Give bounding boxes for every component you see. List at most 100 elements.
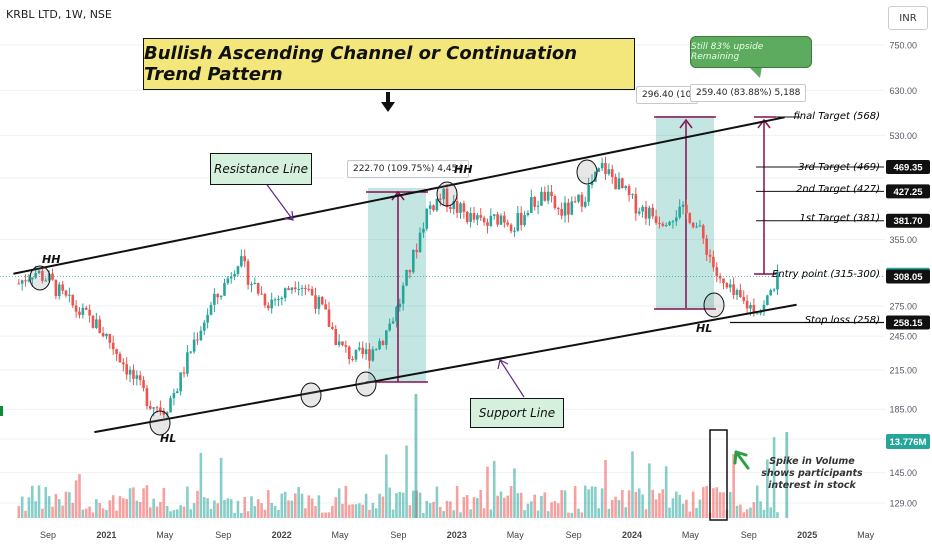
candle-body [772, 289, 776, 291]
volume-bar [162, 487, 166, 518]
volume-bar [250, 496, 253, 518]
candle-body [617, 178, 621, 190]
candle-body [327, 309, 331, 327]
candle-body [415, 249, 418, 253]
volume-bar [17, 506, 21, 518]
volume-bar [334, 497, 338, 518]
volume-bar [580, 512, 584, 518]
candle-body [44, 280, 48, 282]
price-tag: 469.35 [893, 162, 923, 173]
candle-body [530, 197, 533, 213]
candle-body [57, 284, 61, 297]
candle-body [712, 256, 715, 268]
volume-bar [91, 512, 95, 518]
candle-body [412, 249, 415, 273]
volume-bar [378, 493, 381, 518]
volume-bar [503, 497, 506, 518]
candle-body [260, 293, 263, 295]
candle-body [735, 289, 739, 295]
candle-body [30, 277, 34, 280]
price-tick-label: 750.00 [889, 41, 917, 51]
volume-bar [513, 468, 516, 518]
volume-bar [34, 501, 37, 518]
volume-bar [209, 509, 213, 518]
volume-bar [145, 485, 149, 518]
volume-bar [577, 508, 580, 518]
candle-body [273, 299, 277, 301]
volume-bar [71, 502, 75, 518]
measure-zone-2 [656, 116, 714, 309]
candle-body [226, 278, 230, 284]
volume-bar [95, 499, 98, 518]
candle-body [219, 295, 223, 298]
candle-body [755, 313, 759, 315]
candle-body [270, 299, 273, 309]
candle-body [587, 185, 590, 202]
volume-bar [766, 459, 769, 518]
volume-bar [243, 497, 247, 518]
volume-bar [435, 486, 439, 518]
candle-body [556, 208, 560, 210]
candle-body [98, 319, 102, 333]
candle-body [307, 288, 311, 290]
entry-point-label: Entry point (315-300) [771, 269, 880, 280]
volume-bar [594, 486, 597, 518]
candle-body [216, 293, 220, 298]
candle-body [624, 186, 628, 189]
channel-lines [13, 116, 797, 434]
candle-body [621, 178, 624, 189]
candle-body [152, 407, 155, 409]
candle-body [513, 230, 516, 232]
volume-bar [223, 500, 226, 518]
volume-bar [391, 509, 395, 518]
volume-bar [374, 508, 378, 518]
candle-body [644, 206, 648, 219]
volume-bar [739, 504, 742, 518]
candle-body [506, 222, 510, 225]
volume-bar [293, 493, 297, 518]
volume-bar [573, 486, 577, 518]
candle-body [51, 273, 54, 280]
candle-body [142, 380, 145, 388]
volume-bar [637, 488, 641, 518]
time-tick-label: May [507, 530, 525, 540]
candle-body [223, 283, 226, 296]
volume-bar [37, 485, 41, 518]
candle-body [455, 201, 459, 213]
volume-bar [138, 502, 142, 518]
volume-bar [722, 492, 725, 518]
candle-body [283, 288, 287, 298]
volume-bar [27, 497, 31, 518]
volume-bar [344, 485, 348, 518]
volume-bar [81, 509, 85, 518]
candle-body [492, 214, 496, 216]
price-tag-bg [886, 159, 930, 174]
candle-body [95, 319, 98, 328]
volume-bar [489, 509, 493, 518]
price-axis-bg [885, 30, 932, 550]
volume-bar [422, 512, 425, 518]
candle-body [81, 307, 85, 315]
time-tick-label: May [331, 530, 349, 540]
price-tag: 308.05 [893, 272, 923, 283]
volume-bar [24, 510, 27, 518]
time-tick-label: 2022 [272, 530, 292, 540]
candle-body [145, 387, 149, 406]
candle-body [701, 225, 705, 239]
volume-bar [533, 494, 536, 518]
candle-body [445, 188, 449, 208]
volume-bar [556, 503, 560, 518]
volume-bar [449, 501, 452, 518]
candle-body [280, 297, 284, 299]
currency-button[interactable]: INR [888, 6, 928, 30]
pivot-circle [355, 371, 377, 397]
candle-body [452, 201, 456, 210]
volume-bar [267, 490, 270, 518]
time-tick-label: May [156, 530, 174, 540]
volume-bar [691, 491, 695, 518]
candle-body [138, 375, 142, 381]
volume-bar [165, 505, 169, 518]
candle-body [543, 191, 547, 201]
measurement-zones [366, 116, 776, 383]
